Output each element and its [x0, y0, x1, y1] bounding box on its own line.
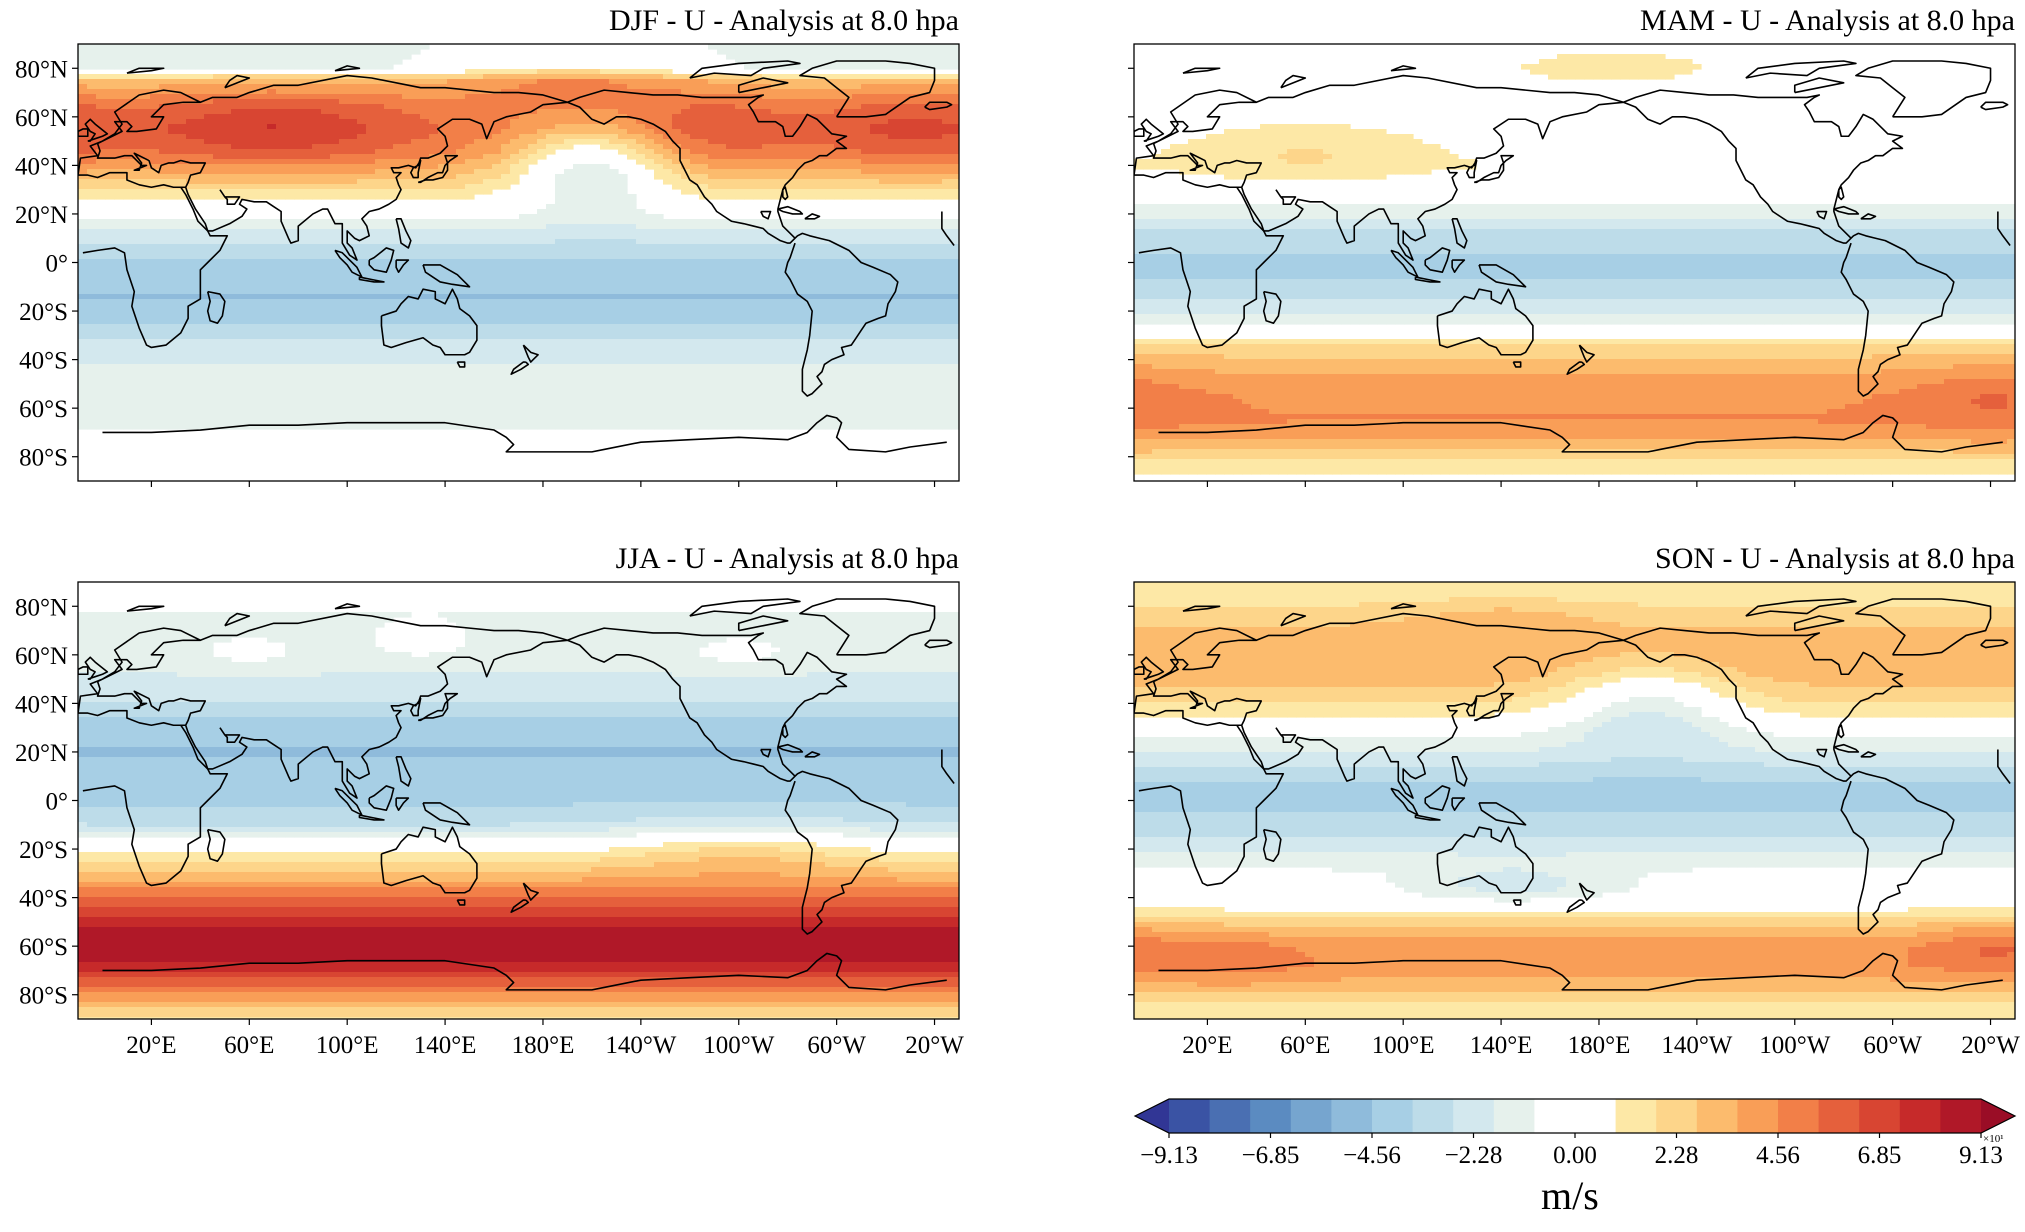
colorbar-swatch: [1778, 1099, 1820, 1133]
colorbar-swatch: [1859, 1099, 1901, 1133]
lat-tick-label: 20°N: [15, 202, 68, 229]
colorbar-max-arrow: [1981, 1099, 2015, 1133]
lat-tick-label: 60°N: [15, 105, 68, 132]
lon-tick-label: 20°W: [905, 1032, 964, 1059]
wind-field-mam: [1134, 54, 2015, 475]
colorbar-tick-label: 9.13: [1959, 1142, 2003, 1169]
colorbar-swatch: [1331, 1099, 1373, 1133]
coastlines-jja: [78, 598, 955, 991]
colorbar-swatch: [1696, 1099, 1738, 1133]
colorbar-swatch: [1169, 1099, 1211, 1133]
colorbar-unit-label: m/s: [1541, 1172, 1599, 1219]
colorbar-min-arrow: [1135, 1099, 1169, 1133]
lon-tick-label: 140°W: [605, 1032, 676, 1059]
panel-title-mam: MAM - U - Analysis at 8.0 hpa: [1640, 4, 2015, 38]
colorbar-swatch: [1818, 1099, 1860, 1133]
colorbar-multiplier: ×10¹: [1983, 1133, 2004, 1145]
lat-tick-label: 80°N: [15, 594, 68, 621]
colorbar-swatch: [1940, 1099, 1982, 1133]
colorbar-tick-label: −2.28: [1445, 1142, 1503, 1169]
colorbar-tick-label: −4.56: [1343, 1142, 1401, 1169]
panel-title-jja: JJA - U - Analysis at 8.0 hpa: [616, 542, 959, 576]
lat-tick-label: 40°S: [19, 348, 68, 375]
lon-tick-label: 140°E: [414, 1032, 477, 1059]
wind-field-son: [1134, 582, 2015, 1019]
lon-tick-label: 20°E: [1182, 1032, 1232, 1059]
colorbar-tick-label: −9.13: [1140, 1142, 1198, 1169]
lat-tick-label: 20°N: [15, 740, 68, 767]
colorbar-swatch: [1575, 1099, 1617, 1133]
lat-tick-label: 20°S: [19, 299, 68, 326]
map-panel-djf: [78, 44, 959, 453]
lon-tick-label: 60°E: [224, 1032, 274, 1059]
lon-tick-label: 60°W: [807, 1032, 866, 1059]
colorbar-swatch: [1899, 1099, 1941, 1133]
coastlines-son: [1134, 598, 2011, 991]
lat-tick-label: 40°N: [15, 153, 68, 180]
lon-tick-label: 100°W: [703, 1032, 774, 1059]
colorbar-tick-label: 6.85: [1858, 1142, 1902, 1169]
wind-field-jja: [78, 598, 959, 1019]
panel-title-son: SON - U - Analysis at 8.0 hpa: [1655, 542, 2015, 576]
lat-tick-label: 60°S: [19, 396, 68, 423]
colorbar-tick-label: 0.00: [1553, 1142, 1597, 1169]
colorbar-swatch: [1290, 1099, 1332, 1133]
colorbar-swatch: [1493, 1099, 1535, 1133]
coastlines-djf: [78, 60, 955, 453]
colorbar-swatch: [1737, 1099, 1779, 1133]
colorbar-tick-label: 2.28: [1655, 1142, 1699, 1169]
lon-tick-label: 20°W: [1961, 1032, 2020, 1059]
colorbar-swatch: [1534, 1099, 1576, 1133]
lat-tick-label: 40°S: [19, 886, 68, 913]
colorbar-tick-label: −6.85: [1242, 1142, 1300, 1169]
lat-tick-label: 0°: [46, 251, 69, 278]
lon-tick-label: 140°W: [1661, 1032, 1732, 1059]
lon-tick-label: 180°E: [512, 1032, 575, 1059]
colorbar-swatch: [1453, 1099, 1495, 1133]
lon-tick-label: 180°E: [1568, 1032, 1631, 1059]
lon-tick-label: 100°W: [1759, 1032, 1830, 1059]
colorbar-swatch: [1372, 1099, 1414, 1133]
lat-tick-label: 80°N: [15, 56, 68, 83]
lat-tick-label: 20°S: [19, 837, 68, 864]
colorbar-swatch: [1412, 1099, 1454, 1133]
lon-tick-label: 100°E: [1372, 1032, 1435, 1059]
lat-tick-label: 0°: [46, 789, 69, 816]
lat-tick-label: 40°N: [15, 691, 68, 718]
colorbar-tick-label: 4.56: [1756, 1142, 1800, 1169]
panel-title-djf: DJF - U - Analysis at 8.0 hpa: [609, 4, 959, 38]
colorbar-swatch: [1656, 1099, 1698, 1133]
lat-tick-label: 60°N: [15, 643, 68, 670]
lon-tick-label: 140°E: [1470, 1032, 1533, 1059]
lat-tick-label: 80°S: [19, 983, 68, 1010]
map-panel-son: [1134, 582, 2015, 1019]
colorbar: −9.13 −6.85 −4.56 −2.28 0.00 2.28 4.56 6.85 9.13: [1133, 1098, 2017, 1169]
lon-tick-label: 20°E: [126, 1032, 176, 1059]
lat-tick-label: 60°S: [19, 934, 68, 961]
wind-field-djf: [78, 44, 959, 453]
lat-tick-label: 80°S: [19, 445, 68, 472]
lon-tick-label: 100°E: [316, 1032, 379, 1059]
lon-tick-label: 60°W: [1863, 1032, 1922, 1059]
lon-tick-label: 60°E: [1280, 1032, 1330, 1059]
colorbar-swatch: [1615, 1099, 1657, 1133]
colorbar-swatch: [1209, 1099, 1251, 1133]
colorbar-swatch: [1250, 1099, 1292, 1133]
map-panel-mam: [1134, 54, 2015, 475]
map-panel-jja: [78, 598, 959, 1019]
coastlines-mam: [1134, 60, 2011, 453]
